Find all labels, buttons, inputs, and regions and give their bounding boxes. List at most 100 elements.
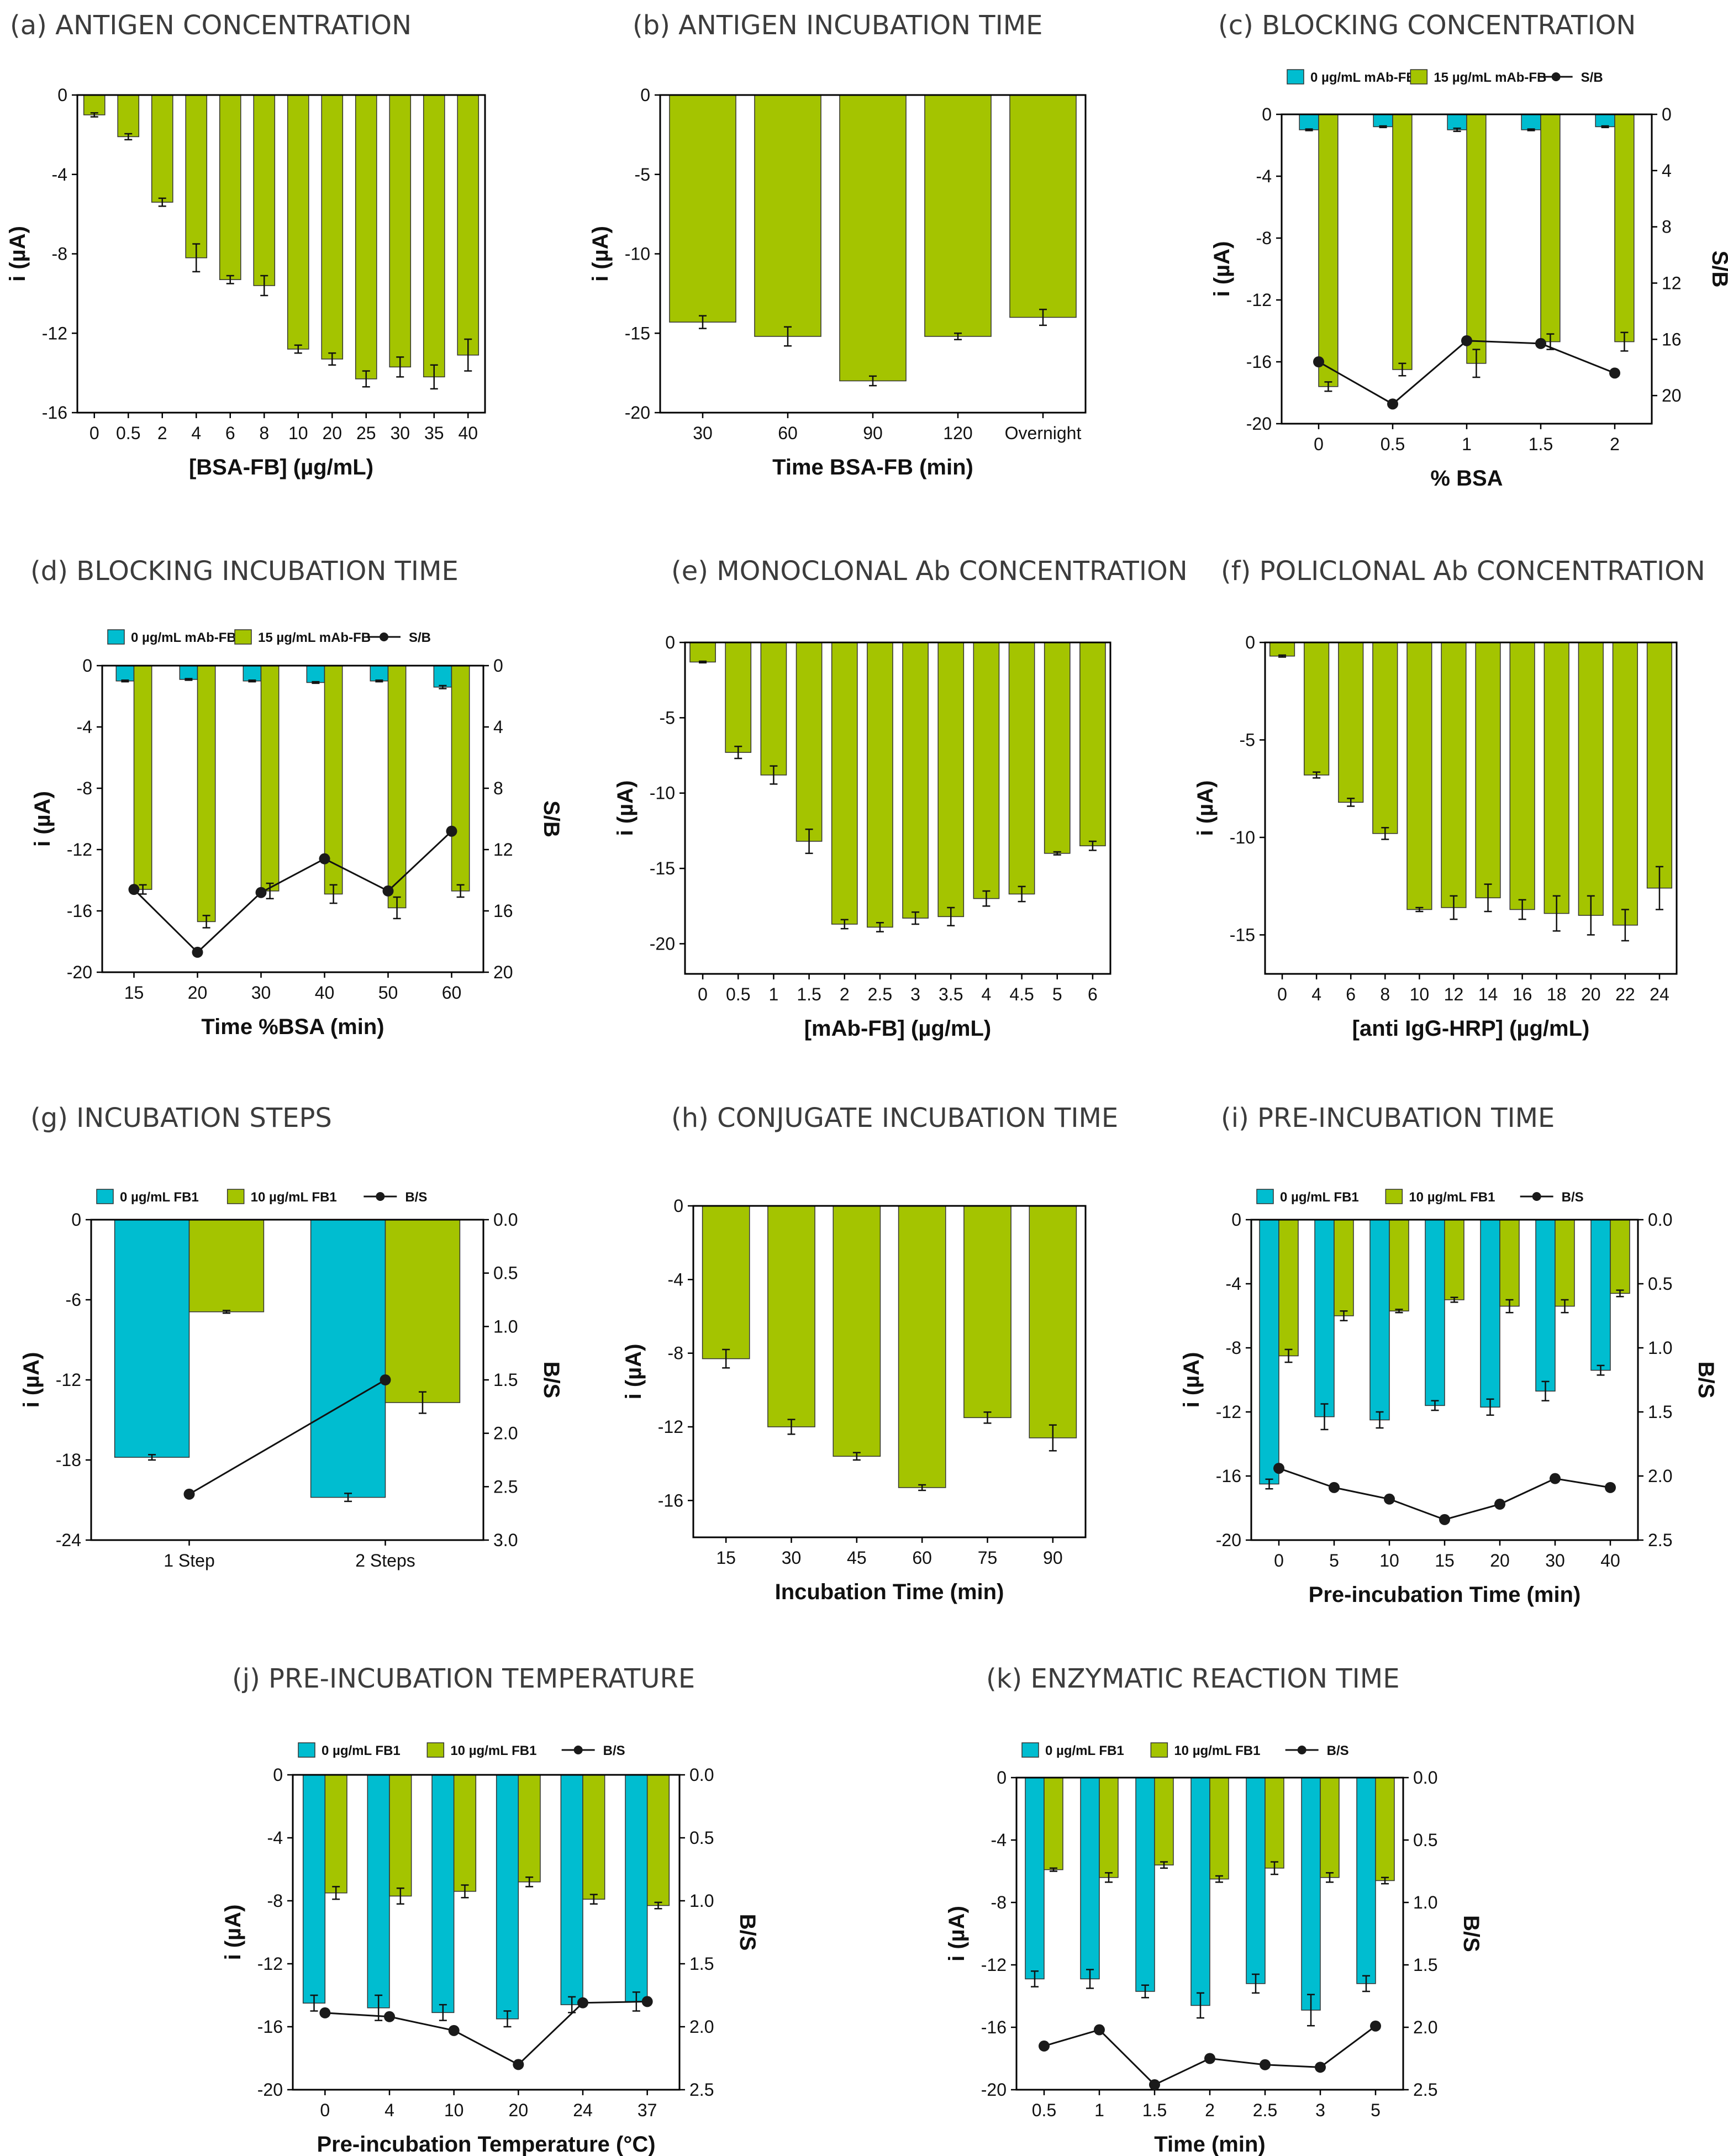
- bar: [114, 1219, 190, 1458]
- y2-tick-label: 0: [493, 656, 503, 676]
- bar: [1009, 94, 1077, 318]
- x-tick-label: 2.5: [1253, 2100, 1277, 2120]
- x-tick-label: 40: [1600, 1551, 1620, 1570]
- x-tick-label: 1: [769, 984, 779, 1004]
- bar: [1278, 1219, 1299, 1357]
- y-axis-label: i (µA): [1179, 1352, 1204, 1408]
- panel-title: (j) PRE-INCUBATION TEMPERATURE: [232, 1663, 695, 1694]
- y2-tick-label: 2.0: [689, 2017, 714, 2037]
- x-tick-label: 0: [1274, 1551, 1284, 1570]
- x-tick-label: 40: [458, 423, 478, 443]
- x-axis-label: Time (min): [1154, 2132, 1266, 2156]
- y-tick-label: -8: [1256, 228, 1272, 248]
- bar: [151, 94, 173, 203]
- x-tick-label: 30: [693, 423, 713, 443]
- x-tick-label: 1.5: [797, 984, 821, 1004]
- x-axis-label: % BSA: [1430, 466, 1503, 491]
- bar: [902, 642, 929, 919]
- bar: [423, 94, 445, 378]
- x-tick-label: 90: [1043, 1548, 1063, 1568]
- bar: [1269, 642, 1295, 657]
- legend-marker: [376, 1192, 385, 1201]
- bar: [1509, 642, 1535, 910]
- bar: [1318, 114, 1339, 387]
- y2-tick-label: 20: [1662, 386, 1682, 405]
- y2-tick-label: 1.0: [493, 1316, 518, 1336]
- y2-tick-label: 1.0: [689, 1891, 714, 1911]
- chart-panel-b: (b) ANTIGEN INCUBATION TIME 0 -5 -10 -15 -20 3…: [588, 10, 1087, 479]
- y-tick-label: -12: [67, 840, 92, 860]
- ratio-point: [1204, 2053, 1215, 2064]
- x-tick-label: 40: [315, 983, 335, 1003]
- bar: [115, 665, 135, 682]
- bar: [937, 642, 965, 918]
- ratio-point: [183, 1488, 195, 1500]
- bar: [702, 1205, 750, 1359]
- bar: [433, 665, 452, 688]
- bar: [355, 94, 377, 379]
- panel-title: (d) BLOCKING INCUBATION TIME: [30, 556, 459, 587]
- bar: [451, 665, 470, 892]
- x-tick-label: 45: [847, 1548, 867, 1568]
- x-tick-label: 0: [1314, 434, 1324, 454]
- x-tick-label: 0: [320, 2100, 330, 2120]
- bar: [1480, 1219, 1500, 1408]
- y2-tick-label: 1.5: [689, 1954, 714, 1974]
- ratio-point: [1094, 2024, 1105, 2036]
- y2-tick-label: 2.0: [493, 1424, 518, 1443]
- bar: [1314, 1219, 1335, 1417]
- bar: [795, 642, 823, 842]
- bar: [197, 665, 216, 923]
- ratio-point: [192, 946, 203, 958]
- bar: [117, 94, 140, 138]
- y-tick-label: -12: [1216, 1402, 1241, 1422]
- x-tick-label: 2: [840, 984, 850, 1004]
- y-axis-label: i (µA): [621, 1344, 646, 1400]
- y-tick-label: -8: [668, 1343, 683, 1363]
- y-tick-label: -6: [66, 1290, 81, 1310]
- x-tick-label: 2 Steps: [355, 1551, 415, 1570]
- bar: [287, 94, 309, 350]
- ratio-point: [1313, 356, 1324, 367]
- bar: [1265, 1777, 1284, 1869]
- bar: [1334, 1219, 1354, 1316]
- x-tick-label: 2.5: [868, 984, 892, 1004]
- y-tick-label: 0: [1262, 104, 1272, 124]
- y-tick-label: -5: [635, 165, 650, 185]
- plot-frame: [1264, 641, 1678, 975]
- plot-frame: [292, 1774, 681, 2091]
- legend-label: B/S: [405, 1190, 427, 1205]
- bar: [1612, 642, 1638, 926]
- ratio-point: [384, 2011, 395, 2022]
- ratio-point: [1550, 1473, 1561, 1484]
- y-tick-label: -8: [267, 1891, 283, 1911]
- y-axis-label: i (µA): [945, 1906, 969, 1962]
- bar: [1190, 1777, 1210, 2006]
- panel-title: (b) ANTIGEN INCUBATION TIME: [633, 10, 1042, 41]
- y-tick-label: -12: [42, 323, 67, 343]
- x-tick-label: 5: [1052, 984, 1062, 1004]
- bar: [1373, 114, 1393, 128]
- ratio-point: [1605, 1482, 1616, 1493]
- bar: [760, 642, 787, 776]
- x-tick-label: 1: [1462, 434, 1472, 454]
- y-tick-label: -20: [257, 2080, 283, 2100]
- legend-label: 0 µg/mL mAb-FB: [1310, 70, 1416, 85]
- y-tick-label: -16: [42, 403, 67, 423]
- x-tick-label: 6: [1346, 984, 1356, 1004]
- ratio-point: [1387, 398, 1398, 410]
- y-tick-label: -12: [56, 1370, 81, 1390]
- legend-label: 0 µg/mL mAb-FB: [131, 630, 236, 645]
- y-axis-label: i (µA): [1193, 781, 1218, 836]
- y2-tick-label: 0.5: [493, 1263, 518, 1283]
- legend: 0 µg/mL mAb-FB 15 µg/mL mAb-FB S/B: [1287, 69, 1603, 85]
- bar: [389, 1774, 412, 1897]
- x-tick-label: 5: [1329, 1551, 1339, 1570]
- legend-label: 10 µg/mL FB1: [450, 1743, 536, 1758]
- bar: [1425, 1219, 1445, 1406]
- legend-marker: [1551, 72, 1561, 81]
- y2-tick-label: 0.0: [1648, 1210, 1672, 1230]
- bar: [1466, 114, 1487, 364]
- y-tick-label: -5: [1240, 730, 1255, 750]
- x-axis-label: [BSA-FB] (µg/mL): [189, 455, 373, 479]
